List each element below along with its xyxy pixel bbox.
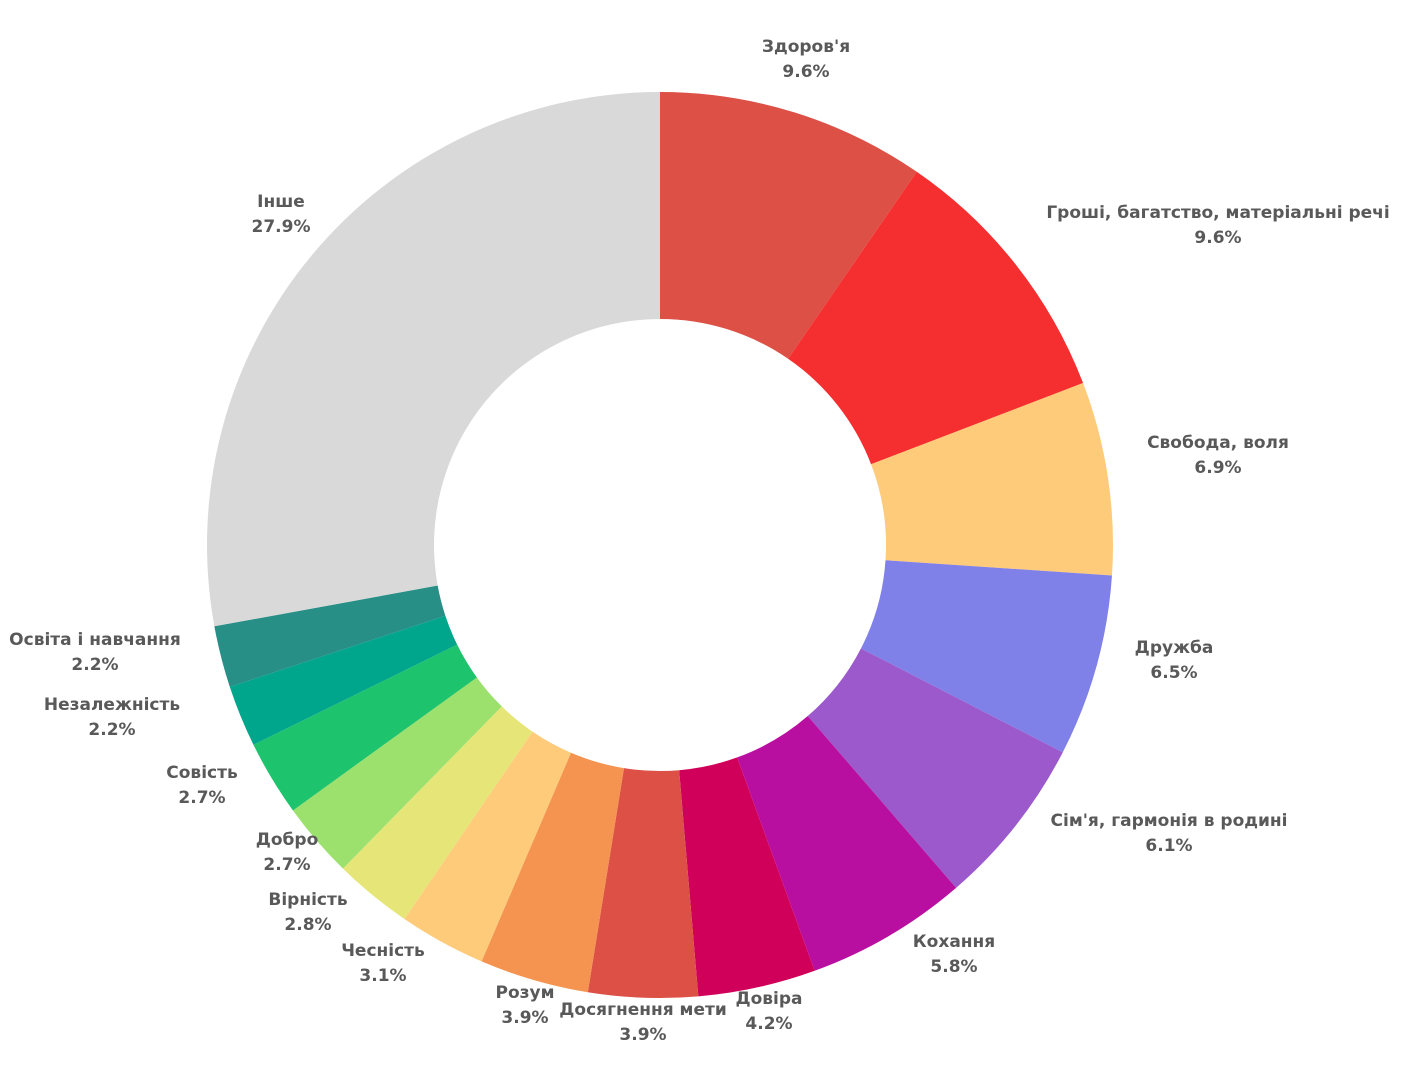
slice-label: Довіра <box>735 989 802 1009</box>
slice-value-label: 5.8% <box>930 957 977 977</box>
slice-label: Дружба <box>1135 638 1214 658</box>
slice-label: Розум <box>496 983 555 1003</box>
slice-label: Совість <box>166 763 237 783</box>
slice-label: Незалежність <box>44 695 180 715</box>
slice-1 <box>660 92 917 359</box>
slice-label: Освіта і навчання <box>9 630 181 650</box>
slice-label: Досягнення мети <box>559 1000 727 1020</box>
slice-10 <box>404 731 571 962</box>
slice-value-label: 6.5% <box>1150 663 1197 683</box>
slice-label-group-11: Вірність 2.8% <box>268 890 347 935</box>
labels-layer: Здоров'я9.6%Гроші, багатство, матеріальн… <box>9 37 1389 1045</box>
slice-value-label: 2.7% <box>263 855 310 875</box>
slice-value-label: 27.9% <box>252 217 311 237</box>
slice-label-group-13: Совість 2.7% <box>166 763 237 808</box>
slice-value-label: 9.6% <box>782 62 829 82</box>
slice-2 <box>788 171 1084 465</box>
slice-label-group-7: Довіра 4.2% <box>735 989 802 1034</box>
slice-9 <box>481 752 624 993</box>
slice-label: Інше <box>257 192 305 212</box>
slice-label: Гроші, багатство, матеріальні речі <box>1046 203 1389 223</box>
slice-value-label: 3.1% <box>359 966 406 986</box>
slice-value-label: 2.2% <box>71 655 118 675</box>
slice-16 <box>207 92 660 627</box>
slice-label-group-5: Сім'я, гармонія в родині 6.1% <box>1051 811 1288 856</box>
slice-value-label: 4.2% <box>745 1014 792 1034</box>
slice-label-group-12: Добро 2.7% <box>256 830 319 875</box>
slice-value-label: 6.1% <box>1145 836 1192 856</box>
slice-15 <box>214 585 446 687</box>
slice-label: Добро <box>256 830 319 850</box>
slice-label-group-10: Чесність 3.1% <box>341 941 425 986</box>
slice-label: Здоров'я <box>762 37 850 57</box>
slice-6 <box>737 716 957 971</box>
slice-label-group-14: Незалежність 2.2% <box>44 695 180 740</box>
slice-label-group-1: Здоров'я 9.6% <box>762 37 850 82</box>
slice-value-label: 2.2% <box>88 720 135 740</box>
slice-label: Свобода, воля <box>1147 433 1289 453</box>
slice-13 <box>253 644 477 811</box>
slice-value-label: 9.6% <box>1194 228 1241 248</box>
slice-value-label: 2.8% <box>284 915 331 935</box>
slice-12 <box>292 677 502 869</box>
slice-value-label: 2.7% <box>178 788 225 808</box>
slice-label-group-15: Освіта і навчання 2.2% <box>9 630 181 675</box>
slice-label: Кохання <box>913 932 995 952</box>
slice-label: Сім'я, гармонія в родині <box>1051 811 1288 831</box>
slice-value-label: 3.9% <box>501 1008 548 1028</box>
slice-value-label: 6.9% <box>1194 458 1241 478</box>
slice-7 <box>679 757 815 997</box>
slice-3 <box>871 383 1114 576</box>
slice-5 <box>807 648 1063 888</box>
slice-label-group-2: Гроші, багатство, матеріальні речі 9.6% <box>1046 203 1389 248</box>
slice-label-group-9: Розум 3.9% <box>496 983 555 1028</box>
slice-label-group-16: Інше 27.9% <box>252 192 311 237</box>
slices-layer <box>207 92 1114 998</box>
slice-14 <box>229 615 458 745</box>
slice-11 <box>342 706 533 920</box>
slice-label-group-4: Дружба 6.5% <box>1135 638 1214 683</box>
slice-label-group-8: Досягнення мети 3.9% <box>559 1000 727 1045</box>
slice-label: Вірність <box>268 890 347 910</box>
slice-label-group-3: Свобода, воля 6.9% <box>1147 433 1289 478</box>
slice-label-group-6: Кохання 5.8% <box>913 932 995 977</box>
slice-8 <box>587 768 699 998</box>
slice-4 <box>860 560 1112 753</box>
slice-label: Чесність <box>341 941 425 961</box>
slice-value-label: 3.9% <box>619 1025 666 1045</box>
